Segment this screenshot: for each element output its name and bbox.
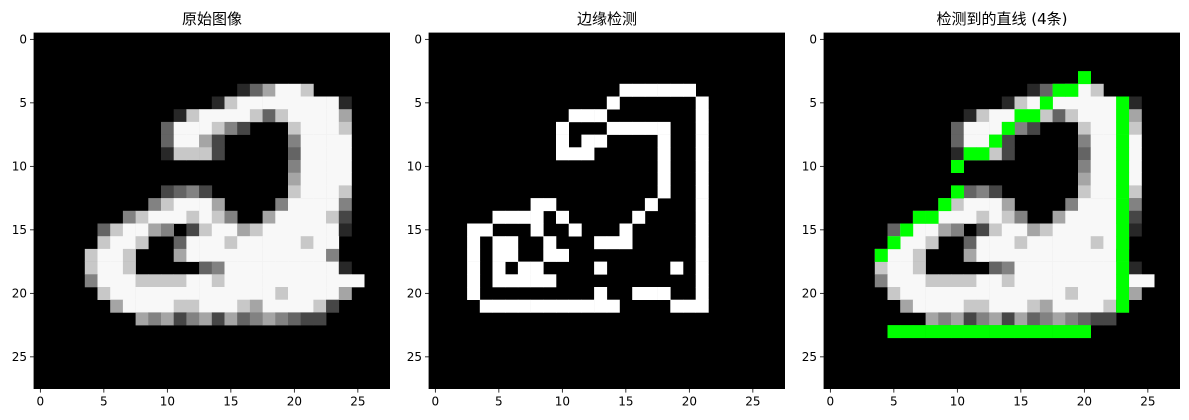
detected-line bbox=[1116, 97, 1129, 313]
x-tick-label: 25 bbox=[350, 395, 365, 409]
y-tick-label: 5 bbox=[19, 96, 27, 110]
x-tick-label: 10 bbox=[950, 395, 965, 409]
x-tick-label: 25 bbox=[1140, 395, 1155, 409]
panel-title-original: 原始图像 bbox=[182, 10, 242, 28]
y-tick-label: 0 bbox=[19, 32, 27, 46]
original-image bbox=[34, 33, 390, 389]
x-tick-label: 20 bbox=[287, 395, 302, 409]
x-tick-label: 20 bbox=[1077, 395, 1092, 409]
x-tick-label: 5 bbox=[100, 395, 108, 409]
x-tick-label: 10 bbox=[555, 395, 570, 409]
x-tick-label: 0 bbox=[827, 395, 835, 409]
y-tick-label: 25 bbox=[12, 350, 27, 364]
y-tick-label: 25 bbox=[407, 350, 422, 364]
y-tick-label: 10 bbox=[802, 159, 817, 173]
edge-image bbox=[429, 33, 785, 389]
y-tick-label: 25 bbox=[802, 350, 817, 364]
x-tick-label: 15 bbox=[223, 395, 238, 409]
x-tick-label: 0 bbox=[432, 395, 440, 409]
x-tick-label: 5 bbox=[890, 395, 898, 409]
panel-title-lines: 检测到的直线 (4条) bbox=[936, 10, 1067, 28]
x-tick-label: 15 bbox=[618, 395, 633, 409]
y-tick-label: 20 bbox=[12, 286, 27, 300]
y-tick-label: 10 bbox=[407, 159, 422, 173]
panel-title-edges: 边缘检测 bbox=[577, 10, 637, 28]
detected-line bbox=[888, 325, 1092, 338]
y-tick-label: 5 bbox=[414, 96, 422, 110]
panel-detected-lines: 检测到的直线 (4条) 0 5 10 15 20 25 0 5 10 15 20 25 bbox=[802, 10, 1180, 409]
panel-original-image: 原始图像 0 5 10 15 20 25 0 5 10 15 20 25 bbox=[12, 10, 390, 409]
y-tick-label: 15 bbox=[407, 223, 422, 237]
panel-edge-detection: 边缘检测 0 5 10 15 20 25 0 5 10 15 20 25 bbox=[407, 10, 785, 409]
y-tick-label: 20 bbox=[802, 286, 817, 300]
y-tick-label: 0 bbox=[414, 32, 422, 46]
y-tick-label: 15 bbox=[802, 223, 817, 237]
y-tick-label: 10 bbox=[12, 159, 27, 173]
x-tick-label: 0 bbox=[37, 395, 45, 409]
y-tick-label: 15 bbox=[12, 223, 27, 237]
x-tick-label: 15 bbox=[1013, 395, 1028, 409]
x-tick-label: 20 bbox=[682, 395, 697, 409]
y-tick-label: 5 bbox=[809, 96, 817, 110]
x-tick-label: 25 bbox=[745, 395, 760, 409]
y-tick-label: 0 bbox=[809, 32, 817, 46]
x-tick-label: 5 bbox=[495, 395, 503, 409]
x-tick-label: 10 bbox=[160, 395, 175, 409]
y-tick-label: 20 bbox=[407, 286, 422, 300]
